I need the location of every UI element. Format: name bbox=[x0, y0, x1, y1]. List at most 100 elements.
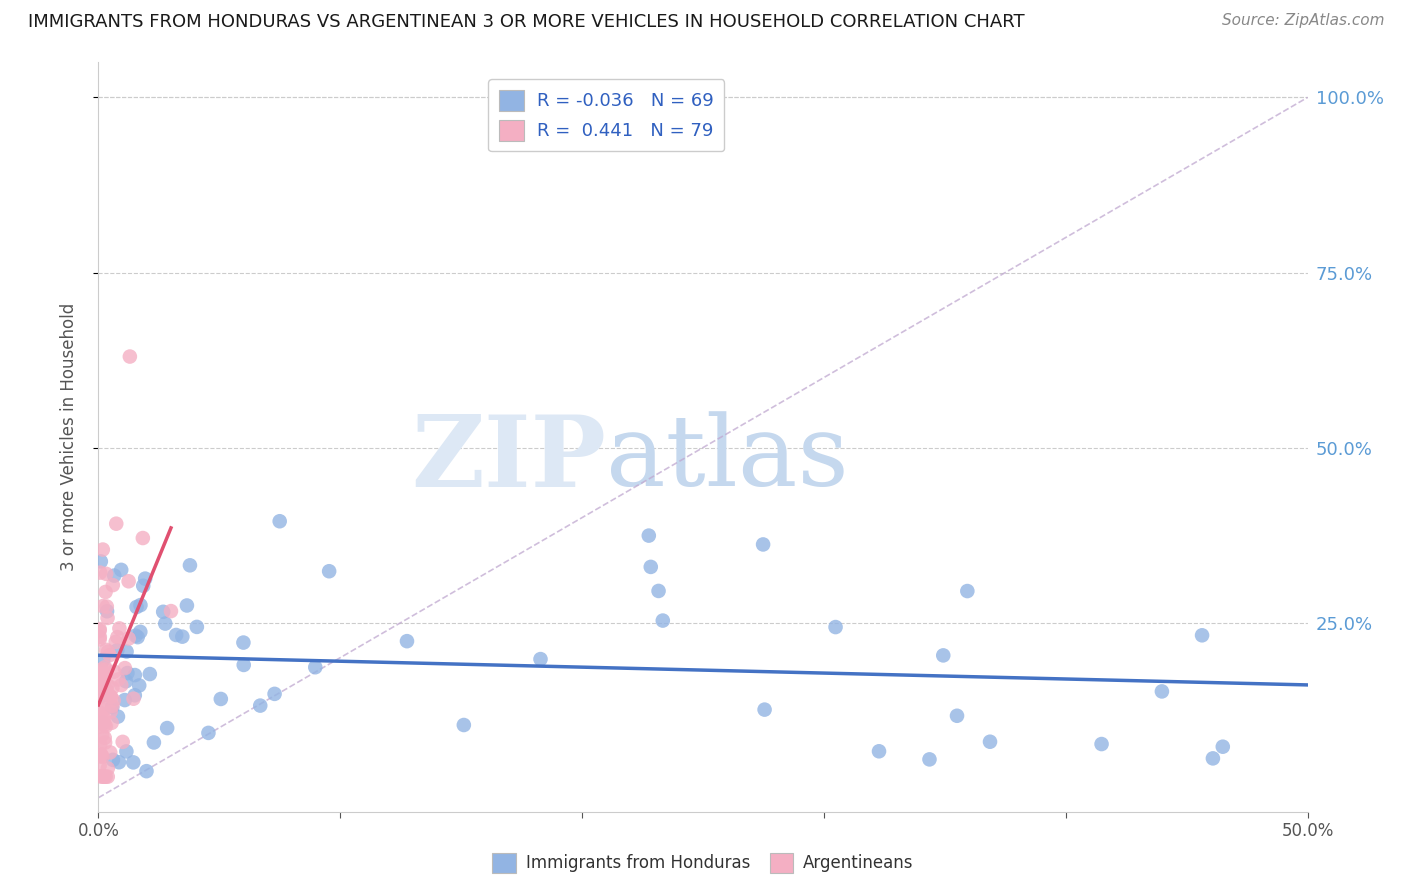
Point bbox=[752, 537, 775, 551]
Point bbox=[91, 728, 114, 742]
Point bbox=[89, 665, 111, 680]
Point bbox=[90, 770, 112, 784]
Legend: Immigrants from Honduras, Argentineans: Immigrants from Honduras, Argentineans bbox=[485, 847, 921, 880]
Point bbox=[101, 698, 124, 713]
Point bbox=[647, 583, 669, 598]
Point bbox=[165, 628, 187, 642]
Point bbox=[97, 645, 120, 659]
Point bbox=[111, 735, 134, 749]
Point bbox=[107, 673, 129, 687]
Point bbox=[89, 758, 111, 772]
Point bbox=[93, 731, 115, 745]
Point bbox=[91, 653, 114, 667]
Point bbox=[89, 632, 111, 647]
Point bbox=[89, 683, 111, 698]
Point bbox=[108, 622, 131, 636]
Point bbox=[97, 762, 120, 776]
Point bbox=[90, 711, 112, 725]
Point bbox=[160, 604, 183, 618]
Point bbox=[122, 756, 145, 770]
Point bbox=[90, 680, 112, 694]
Point bbox=[89, 749, 111, 764]
Point bbox=[156, 721, 179, 735]
Point bbox=[91, 715, 114, 730]
Point bbox=[100, 715, 122, 730]
Point bbox=[979, 735, 1001, 749]
Point bbox=[129, 598, 152, 612]
Point bbox=[94, 585, 117, 599]
Point bbox=[269, 514, 291, 528]
Point bbox=[93, 711, 115, 725]
Point bbox=[124, 629, 146, 643]
Point bbox=[93, 675, 115, 690]
Point bbox=[932, 648, 955, 663]
Point bbox=[89, 698, 111, 713]
Point bbox=[132, 579, 155, 593]
Point bbox=[93, 770, 115, 784]
Point bbox=[96, 678, 118, 692]
Point bbox=[100, 690, 122, 704]
Point bbox=[152, 605, 174, 619]
Point bbox=[91, 665, 114, 679]
Point bbox=[94, 770, 117, 784]
Point bbox=[103, 665, 125, 679]
Point bbox=[118, 632, 141, 646]
Point bbox=[453, 718, 475, 732]
Point bbox=[114, 693, 136, 707]
Point bbox=[101, 700, 124, 714]
Point bbox=[232, 657, 254, 672]
Text: IMMIGRANTS FROM HONDURAS VS ARGENTINEAN 3 OR MORE VEHICLES IN HOUSEHOLD CORRELAT: IMMIGRANTS FROM HONDURAS VS ARGENTINEAN … bbox=[28, 13, 1025, 31]
Point bbox=[395, 634, 418, 648]
Point bbox=[142, 735, 165, 749]
Point bbox=[754, 703, 776, 717]
Point bbox=[110, 563, 132, 577]
Point bbox=[89, 624, 111, 638]
Point bbox=[94, 735, 117, 749]
Point bbox=[176, 599, 198, 613]
Point bbox=[91, 599, 114, 614]
Point bbox=[1150, 684, 1173, 698]
Point bbox=[124, 688, 146, 702]
Point bbox=[89, 720, 111, 734]
Point bbox=[90, 554, 112, 568]
Point bbox=[824, 620, 846, 634]
Point bbox=[93, 717, 115, 731]
Point bbox=[1191, 628, 1213, 642]
Point bbox=[155, 616, 177, 631]
Point bbox=[179, 558, 201, 573]
Point bbox=[115, 644, 138, 658]
Point bbox=[101, 578, 124, 592]
Point bbox=[89, 711, 111, 725]
Point bbox=[263, 687, 285, 701]
Point bbox=[1090, 737, 1112, 751]
Point bbox=[132, 531, 155, 545]
Point bbox=[101, 681, 124, 695]
Point bbox=[318, 564, 340, 578]
Point bbox=[89, 622, 111, 636]
Point bbox=[135, 764, 157, 779]
Point bbox=[93, 676, 115, 690]
Point bbox=[134, 572, 156, 586]
Point bbox=[529, 652, 551, 666]
Point bbox=[91, 542, 114, 557]
Point bbox=[122, 691, 145, 706]
Point bbox=[172, 630, 194, 644]
Point bbox=[90, 712, 112, 726]
Point bbox=[98, 648, 121, 663]
Point bbox=[91, 674, 114, 689]
Point bbox=[115, 674, 138, 689]
Point bbox=[90, 663, 112, 677]
Point bbox=[89, 566, 111, 580]
Point bbox=[640, 560, 662, 574]
Point bbox=[94, 662, 117, 676]
Point bbox=[118, 350, 141, 364]
Point bbox=[105, 630, 128, 644]
Point bbox=[110, 678, 132, 692]
Text: Source: ZipAtlas.com: Source: ZipAtlas.com bbox=[1222, 13, 1385, 29]
Point bbox=[117, 574, 139, 589]
Point bbox=[96, 566, 118, 581]
Point bbox=[868, 744, 890, 758]
Point bbox=[97, 770, 120, 784]
Point bbox=[637, 528, 659, 542]
Point bbox=[89, 706, 111, 720]
